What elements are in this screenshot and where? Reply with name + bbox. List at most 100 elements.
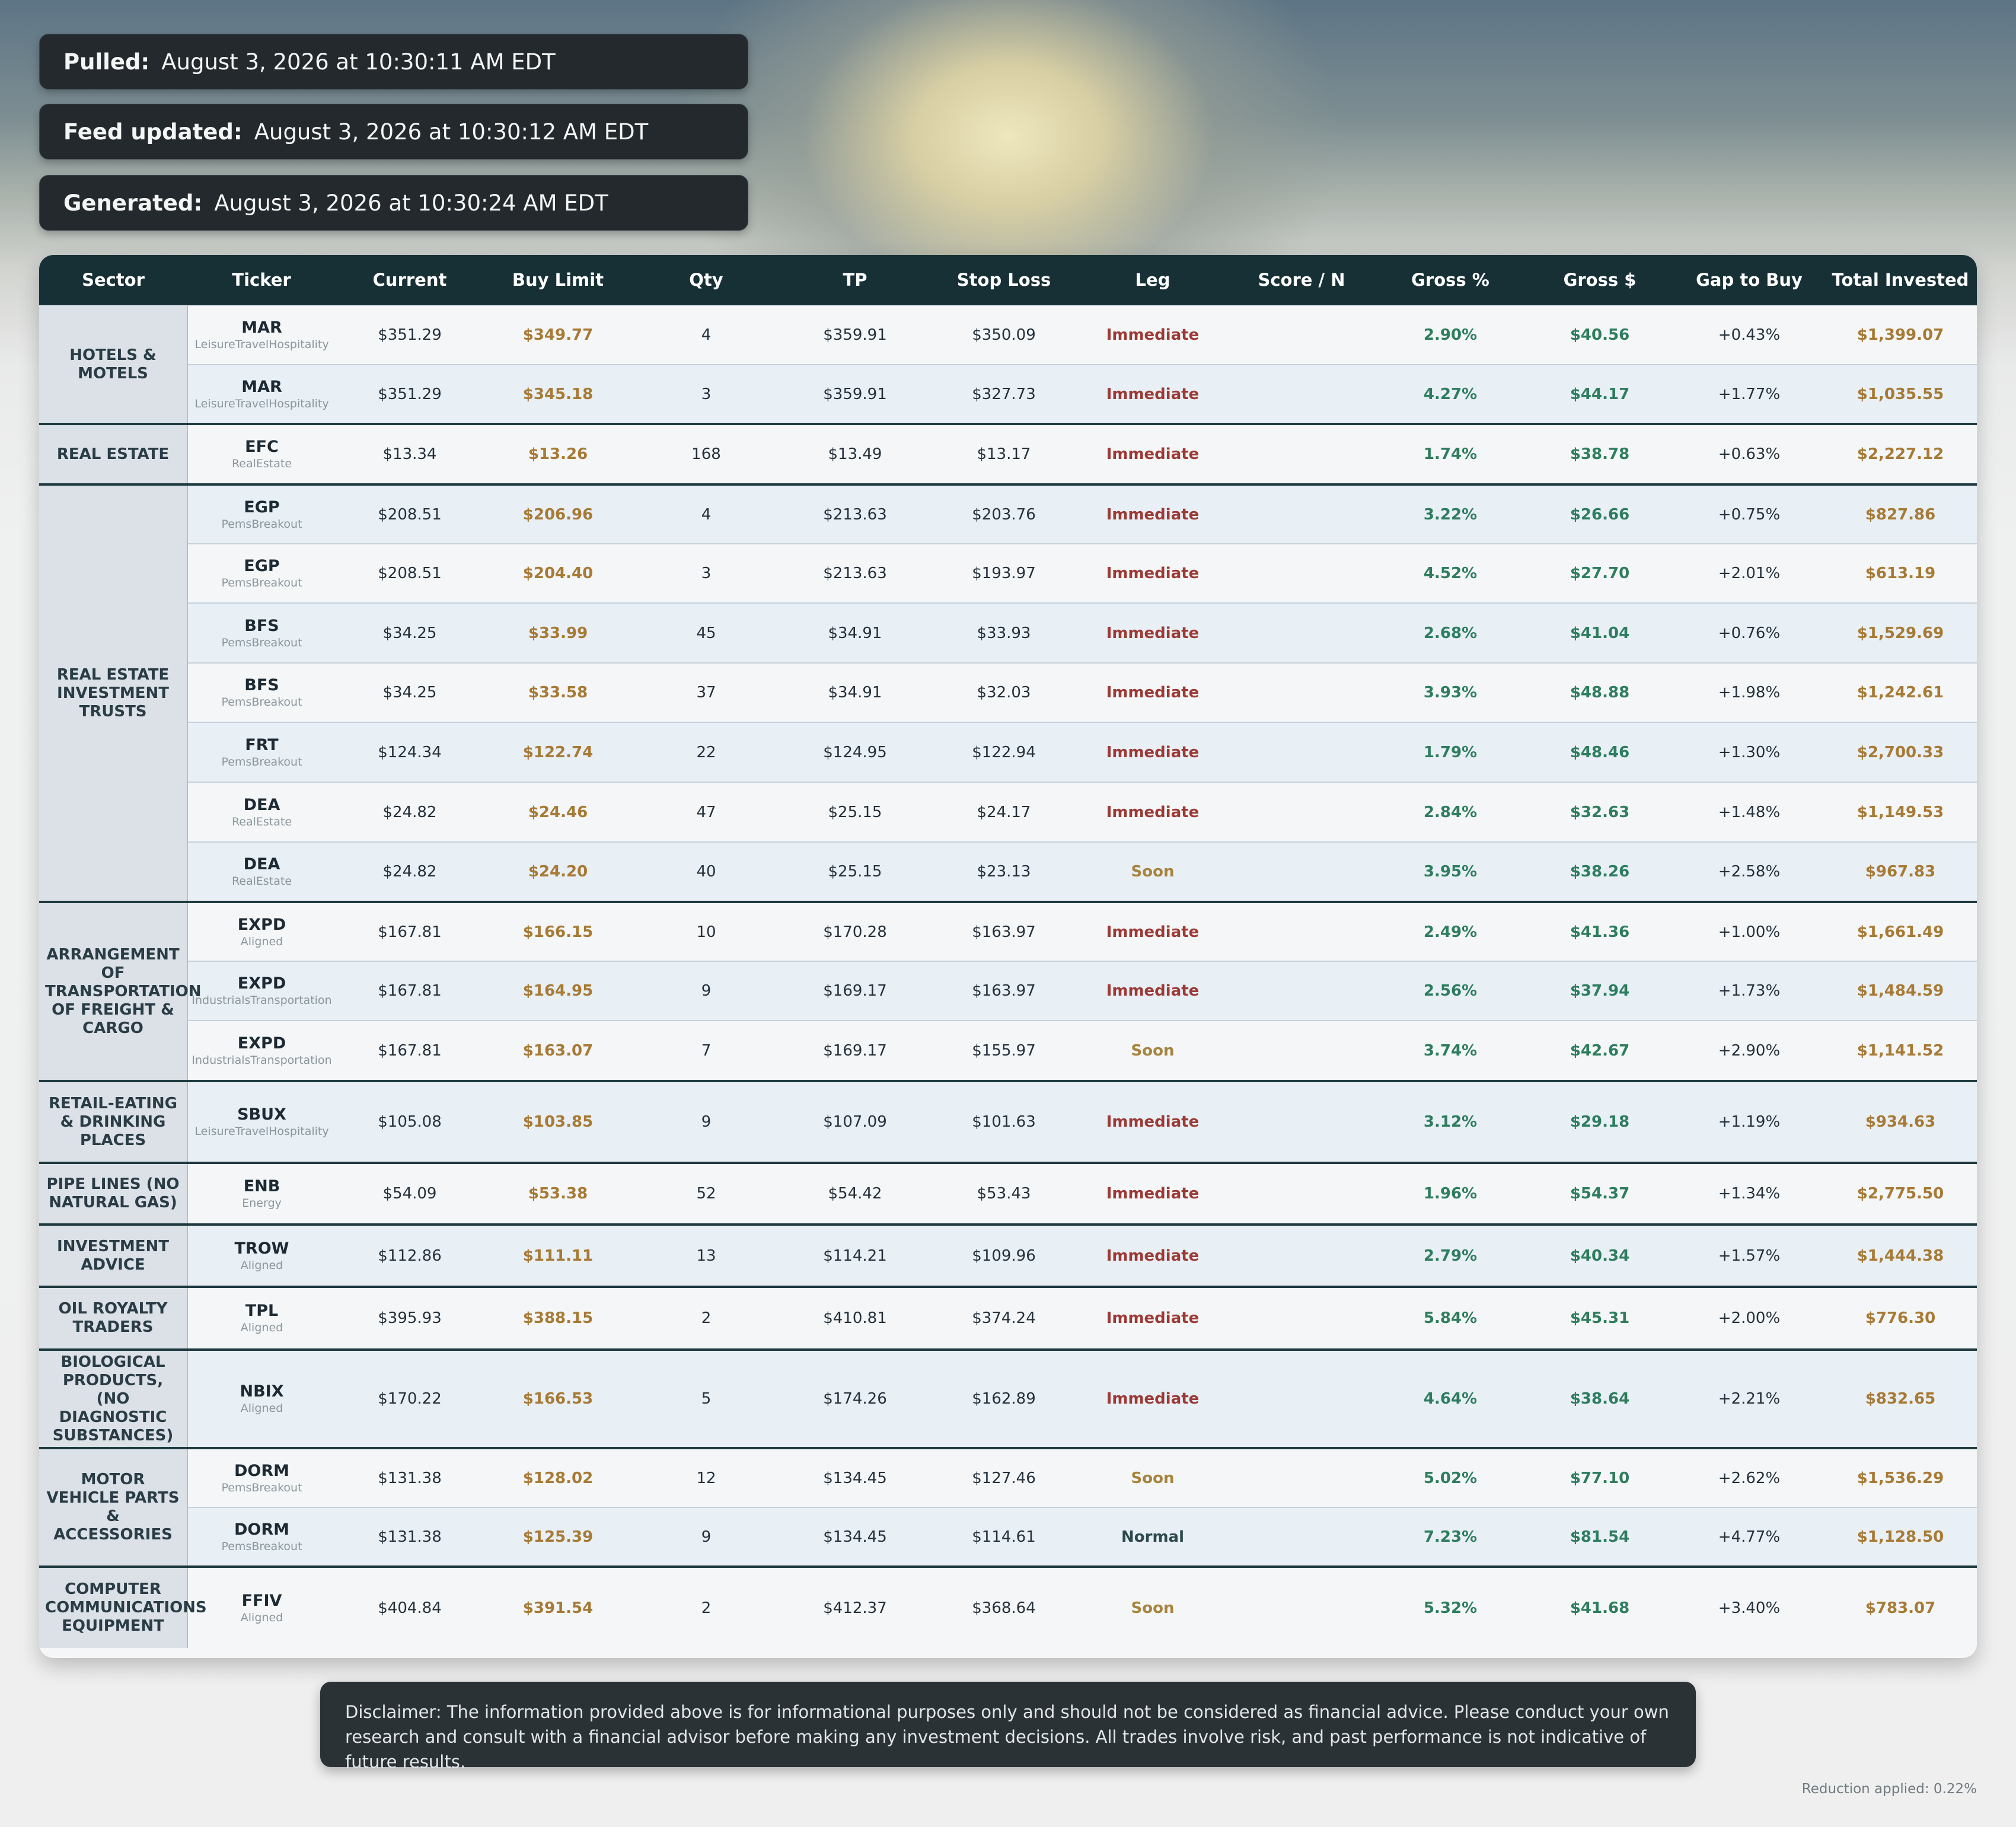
buy-limit-cell: $33.99 [484, 602, 632, 663]
tp-value: $25.15 [828, 803, 882, 821]
gross-pct-value: 3.93% [1423, 684, 1478, 702]
table-row[interactable]: OIL ROYALTY TRADERS TPL Aligned $395.93 $388… [39, 1286, 1977, 1350]
sector-cell: HOTELS & MOTELS [39, 305, 188, 424]
current-cell: $131.38 [336, 1447, 484, 1507]
ticker-tag: PemsBreakout [221, 636, 302, 649]
qty-cell: 40 [632, 841, 780, 902]
total-invested-cell: $2,700.33 [1824, 722, 1977, 782]
ticker-cell[interactable]: FRT PemsBreakout [187, 722, 336, 782]
table-row[interactable]: EXPD IndustrialsTransportation $167.81 $164… [39, 961, 1977, 1021]
qty-value: 13 [696, 1246, 716, 1265]
gross-pct-value: 2.68% [1423, 624, 1478, 642]
ticker-symbol: EXPD [237, 1034, 286, 1053]
score-cell [1227, 423, 1376, 484]
stop-loss-cell: $127.46 [930, 1447, 1078, 1507]
tp-value: $13.49 [828, 445, 882, 463]
ticker-cell[interactable]: DEA RealEstate [187, 841, 336, 902]
ticker-cell[interactable]: DEA RealEstate [187, 782, 336, 842]
buy-limit-cell: $345.18 [484, 364, 632, 424]
tp-value: $134.45 [823, 1528, 887, 1546]
ticker-tag: Aligned [240, 935, 283, 948]
table-row[interactable]: HOTELS & MOTELS MAR LeisureTravelHospitali… [39, 305, 1977, 424]
ticker-cell[interactable]: FFIV Aligned [187, 1565, 336, 1648]
ticker-cell[interactable]: MAR LeisureTravelHospitality [187, 364, 336, 424]
ticker-cell[interactable]: EFC RealEstate [187, 423, 336, 484]
ticker-cell[interactable]: NBIX Aligned [187, 1348, 336, 1448]
buy-limit-value: $128.02 [522, 1469, 594, 1487]
ticker-cell[interactable]: ENB Energy [187, 1162, 336, 1225]
ticker-tag: RealEstate [231, 815, 292, 828]
ticker-cell[interactable]: TROW Aligned [187, 1223, 336, 1287]
table-row[interactable]: BFS PemsBreakout $34.25 $33.99 45 $34.91 $33.9… [39, 602, 1977, 663]
col-leg[interactable]: Leg [1078, 255, 1227, 305]
ticker-cell[interactable]: BFS PemsBreakout [187, 602, 336, 663]
table-row[interactable]: PIPE LINES (NO NATURAL GAS) ENB Energy $54.… [39, 1162, 1977, 1225]
buy-limit-cell: $166.15 [484, 901, 632, 961]
current-value: $24.82 [382, 803, 437, 821]
gross-usd-cell: $29.18 [1525, 1080, 1674, 1163]
ticker-cell[interactable]: TPL Aligned [187, 1286, 336, 1350]
ticker-cell[interactable]: DORM PemsBreakout [187, 1507, 336, 1567]
buy-limit-cell: $388.15 [484, 1286, 632, 1350]
current-cell: $54.09 [336, 1162, 484, 1225]
ticker-tag: LeisureTravelHospitality [194, 1125, 329, 1138]
total-invested-value: $776.30 [1865, 1309, 1936, 1327]
ticker-cell[interactable]: EXPD IndustrialsTransportation [187, 1020, 336, 1081]
leg-cell: Immediate [1078, 662, 1227, 722]
current-cell: $34.25 [336, 662, 484, 722]
table-row[interactable]: REAL ESTATE EFC RealEstate $13.34 $13.26 168 $… [39, 423, 1977, 484]
col-tp[interactable]: TP [780, 255, 930, 305]
score-cell [1227, 1223, 1376, 1287]
gap-to-buy-value: +4.77% [1718, 1528, 1781, 1546]
score-cell [1227, 1507, 1376, 1567]
table-row[interactable]: REAL ESTATE INVESTMENT TRUSTS EGP PemsBrea… [39, 483, 1977, 902]
gap-to-buy-cell: +1.77% [1674, 364, 1824, 424]
col-buy-limit[interactable]: Buy Limit [484, 255, 632, 305]
col-qty[interactable]: Qty [632, 255, 780, 305]
table-row[interactable]: DEA RealEstate $24.82 $24.20 40 $25.15 $23.13 S… [39, 841, 1977, 902]
col-sector[interactable]: Sector [39, 255, 187, 305]
ticker-cell[interactable]: EGP PemsBreakout [187, 543, 336, 603]
table-row[interactable]: BFS PemsBreakout $34.25 $33.58 37 $34.91 $32.0… [39, 662, 1977, 722]
stop-loss-value: $155.97 [972, 1041, 1036, 1060]
ticker-cell[interactable]: MAR LeisureTravelHospitality [187, 305, 336, 365]
table-row[interactable]: BIOLOGICAL PRODUCTS, (NO DIAGNOSTIC SUBS… [39, 1348, 1977, 1448]
ticker-symbol: NBIX [240, 1382, 284, 1401]
gross-usd-cell: $38.26 [1525, 841, 1674, 902]
tp-cell: $213.63 [780, 543, 930, 603]
col-score[interactable]: Score / N [1227, 255, 1376, 305]
table-row[interactable]: COMPUTER COMMUNICATIONS EQUIPMENT FFIV Ali… [39, 1565, 1977, 1648]
table-row[interactable]: EGP PemsBreakout $208.51 $204.40 3 $213.63 $19… [39, 543, 1977, 603]
table-row[interactable]: RETAIL-EATING & DRINKING PLACES SBUX Leisu… [39, 1080, 1977, 1163]
ticker-cell[interactable]: EGP PemsBreakout [187, 483, 336, 544]
qty-cell: 45 [632, 602, 780, 663]
gap-to-buy-cell: +2.00% [1674, 1286, 1824, 1350]
col-gross-usd[interactable]: Gross $ [1525, 255, 1674, 305]
table-row[interactable]: FRT PemsBreakout $124.34 $122.74 22 $124.95 $1… [39, 722, 1977, 782]
col-gross-pct[interactable]: Gross % [1376, 255, 1525, 305]
gross-usd-cell: $48.88 [1525, 662, 1674, 722]
col-gap-to-buy[interactable]: Gap to Buy [1674, 255, 1824, 305]
col-ticker[interactable]: Ticker [187, 255, 336, 305]
ticker-cell[interactable]: EXPD Aligned [187, 901, 336, 961]
table-row[interactable]: MOTOR VEHICLE PARTS & ACCESSORIES DORM Pem… [39, 1447, 1977, 1567]
table-row[interactable]: DEA RealEstate $24.82 $24.46 47 $25.15 $24.17 I… [39, 782, 1977, 842]
tp-cell: $412.37 [780, 1565, 930, 1648]
gross-usd-cell: $45.31 [1525, 1286, 1674, 1350]
col-stop-loss[interactable]: Stop Loss [930, 255, 1078, 305]
score-cell [1227, 364, 1376, 424]
gross-pct-value: 2.56% [1423, 982, 1478, 1000]
ticker-cell[interactable]: BFS PemsBreakout [187, 662, 336, 722]
table-row[interactable]: DORM PemsBreakout $131.38 $125.39 9 $134.45 $1… [39, 1507, 1977, 1567]
ticker-cell[interactable]: EXPD IndustrialsTransportation [187, 961, 336, 1021]
gross-usd-cell: $27.70 [1525, 543, 1674, 603]
table-row[interactable]: ARRANGEMENT OF TRANSPORTATION OF FREIGHT… [39, 901, 1977, 1081]
col-current[interactable]: Current [336, 255, 484, 305]
table-row[interactable]: INVESTMENT ADVICE TROW Aligned $112.86 $111.… [39, 1223, 1977, 1287]
ticker-cell[interactable]: SBUX LeisureTravelHospitality [187, 1080, 336, 1163]
table-row[interactable]: MAR LeisureTravelHospitality $351.29 $345.1… [39, 364, 1977, 424]
table-row[interactable]: EXPD IndustrialsTransportation $167.81 $163… [39, 1020, 1977, 1081]
leg-value: Immediate [1106, 1246, 1200, 1265]
ticker-cell[interactable]: DORM PemsBreakout [187, 1447, 336, 1507]
col-total-invested[interactable]: Total Invested [1824, 255, 1977, 305]
